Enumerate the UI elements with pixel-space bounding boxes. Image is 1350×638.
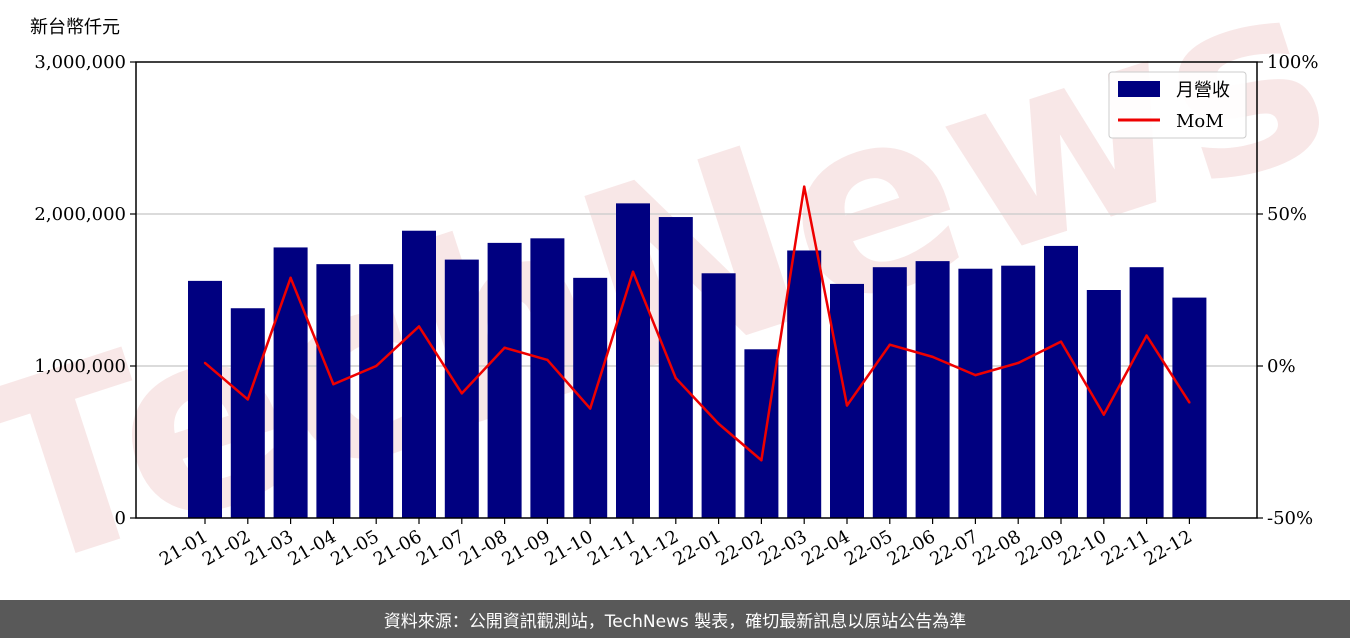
y-left-unit-label: 新台幣仟元 (30, 17, 120, 38)
bar-21-07 (444, 259, 479, 518)
mom-point-22-07 (974, 373, 977, 377)
bar-22-11 (1129, 267, 1164, 518)
revenue-bars (188, 203, 1207, 519)
x-tick-label: 22-10 (1055, 526, 1110, 570)
y-right-tick-label: 50% (1267, 204, 1307, 225)
legend-label-mom: MoM (1176, 111, 1224, 132)
mom-point-22-10 (1102, 413, 1106, 416)
bar-22-12 (1172, 297, 1207, 518)
x-tick-label: 22-07 (926, 526, 981, 570)
y-left-tick-label: 3,000,000 (34, 52, 126, 73)
mom-point-21-11 (631, 270, 635, 273)
mom-point-22-06 (931, 355, 934, 359)
x-tick-label: 21-10 (541, 526, 596, 570)
mom-point-22-11 (1145, 334, 1148, 337)
y-left-tick-label: 1,000,000 (34, 356, 126, 377)
bar-22-08 (1001, 265, 1036, 518)
legend: 月營收 MoM (1108, 71, 1247, 139)
footer-source-text: 資料來源：公開資訊觀測站，TechNews 製表，確切最新訊息以原站公告為準 (383, 611, 967, 632)
x-tick-label: 21-07 (413, 526, 468, 570)
mom-point-21-01 (203, 361, 207, 365)
y-right-tick-label: 100% (1267, 52, 1318, 73)
bar-22-02 (744, 349, 779, 518)
mom-point-22-05 (888, 343, 891, 346)
x-tick-label: 21-06 (370, 526, 425, 570)
mom-point-22-12 (1188, 401, 1191, 404)
bar-22-06 (915, 261, 950, 518)
x-tick-label: 22-12 (1140, 526, 1195, 570)
x-tick-label: 21-05 (327, 526, 382, 570)
bar-21-02 (230, 308, 265, 518)
mom-line-layer (203, 185, 1191, 462)
bar-21-08 (487, 242, 522, 518)
bar-22-03 (787, 250, 822, 519)
x-tick-label: 22-01 (670, 526, 725, 570)
plot-frame (135, 61, 1258, 519)
x-tick-label: 22-11 (1098, 526, 1153, 570)
bar-22-10 (1086, 290, 1121, 518)
x-tick-label: 22-03 (755, 526, 810, 570)
bar-21-11 (616, 203, 650, 519)
y-left-tick-label: 2,000,000 (34, 204, 126, 225)
bar-21-04 (316, 264, 351, 518)
y-left-tick-label: 0 (115, 508, 126, 529)
bar-21-09 (530, 238, 565, 518)
mom-point-22-09 (1059, 340, 1063, 343)
x-tick-label: 21-08 (456, 526, 511, 570)
bar-21-01 (188, 280, 222, 518)
x-tick-label: 22-04 (798, 526, 853, 570)
x-tick-label: 22-02 (712, 526, 767, 570)
mom-point-21-04 (332, 383, 335, 386)
x-tick-label: 21-09 (498, 526, 553, 570)
chart: TechNews 01,000,0002,000,0003,000,000-50… (0, 0, 1350, 600)
bar-21-03 (273, 247, 308, 518)
bar-22-01 (701, 273, 736, 518)
mom-point-21-02 (246, 398, 249, 401)
x-tick-label: 22-09 (1012, 526, 1067, 570)
bar-21-05 (359, 264, 394, 518)
mom-point-22-08 (1017, 361, 1020, 365)
x-tick-label: 22-05 (841, 526, 896, 570)
mom-point-21-06 (417, 325, 421, 328)
bar-22-07 (958, 268, 993, 518)
bar-22-05 (872, 267, 907, 518)
mom-point-22-02 (760, 459, 763, 462)
x-tick-label: 22-08 (969, 526, 1024, 570)
footer-source: 資料來源：公開資訊觀測站，TechNews 製表，確切最新訊息以原站公告為準 (0, 600, 1350, 638)
mom-point-21-05 (375, 364, 378, 368)
x-tick-label: 21-11 (584, 526, 639, 570)
mom-point-22-03 (803, 185, 806, 188)
x-tick-label: 21-12 (627, 526, 682, 570)
mom-point-22-01 (717, 422, 720, 425)
mom-point-21-03 (289, 276, 292, 280)
mom-point-21-07 (460, 392, 463, 395)
mom-point-21-09 (546, 358, 549, 362)
mom-point-21-10 (589, 407, 592, 410)
legend-label-revenue: 月營收 (1176, 80, 1230, 101)
bar-21-10 (573, 277, 608, 518)
mom-point-21-08 (503, 346, 506, 349)
legend-swatch-revenue (1118, 81, 1160, 97)
mom-point-22-04 (845, 404, 849, 407)
x-tick-label: 22-06 (884, 526, 939, 570)
bar-22-09 (1044, 245, 1078, 519)
mom-line (204, 185, 1191, 462)
bar-21-12 (658, 217, 693, 519)
mom-point-21-12 (674, 376, 677, 380)
y-right-tick-label: -50% (1267, 508, 1313, 529)
bar-21-06 (402, 230, 436, 518)
y-right-tick-label: 0% (1267, 356, 1296, 377)
